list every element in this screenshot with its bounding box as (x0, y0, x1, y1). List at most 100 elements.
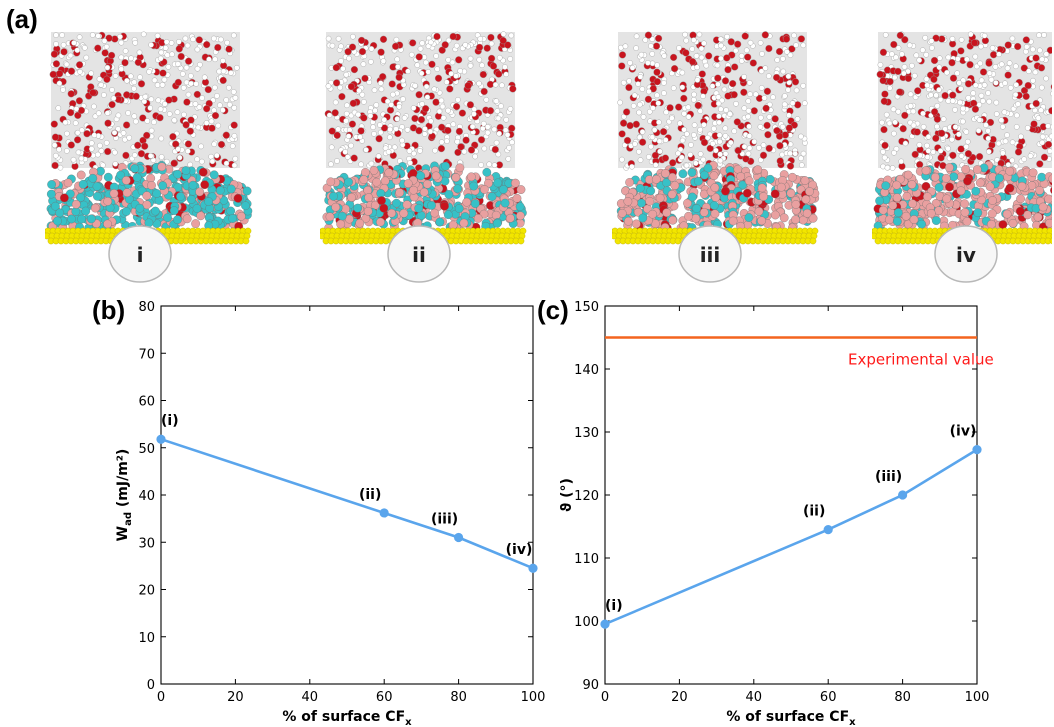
hydrogen-atom (185, 91, 192, 98)
oxygen-atom (666, 104, 674, 112)
oxygen-atom (618, 62, 626, 70)
hydrogen-atom (960, 77, 967, 84)
hydrogen-atom (495, 115, 502, 122)
hydrogen-atom (800, 83, 807, 89)
hydrogen-atom (741, 143, 748, 150)
hydrogen-atom (956, 131, 962, 138)
hydrogen-atom (881, 154, 888, 161)
hydrogen-atom (157, 106, 164, 112)
film-atom (779, 213, 789, 223)
hydrogen-atom (427, 128, 434, 135)
oxygen-atom (74, 111, 82, 120)
hydrogen-atom (992, 64, 999, 70)
film-atom (376, 217, 385, 227)
hydrogen-atom (1035, 115, 1042, 121)
hydrogen-atom (472, 153, 478, 160)
y-tick-label: 90 (582, 678, 599, 693)
hydrogen-atom (901, 70, 907, 77)
hydrogen-atom (715, 81, 721, 88)
film-atom (1050, 186, 1052, 194)
film-atom (1023, 210, 1032, 220)
hydrogen-atom (211, 141, 217, 147)
gold-atom (1050, 233, 1052, 239)
point-label: (i) (161, 413, 179, 429)
film-atom (78, 179, 88, 189)
oxygen-atom (347, 82, 356, 91)
y-tick-label: 10 (138, 631, 155, 646)
hydrogen-atom (1032, 69, 1039, 76)
oxygen-atom (193, 90, 201, 99)
x-tick-label: 100 (965, 690, 990, 705)
oxygen-atom (794, 101, 802, 109)
hydrogen-atom (373, 102, 380, 108)
film-atom (710, 183, 720, 192)
hydrogen-atom (993, 99, 1000, 106)
hydrogen-atom (382, 145, 389, 151)
hydrogen-atom (393, 36, 400, 43)
film-atom (902, 192, 912, 201)
oxygen-atom (105, 34, 113, 42)
hydrogen-atom (344, 102, 350, 109)
hydrogen-atom (230, 32, 237, 39)
hydrogen-atom (104, 64, 111, 71)
hydrogen-atom (716, 113, 722, 119)
hydrogen-atom (505, 156, 512, 162)
film-atom (493, 178, 503, 188)
hydrogen-atom (647, 108, 653, 115)
oxygen-atom (432, 98, 440, 106)
oxygen-atom (455, 127, 464, 135)
hydrogen-atom (64, 130, 70, 137)
film-atom (670, 181, 680, 190)
film-atom (116, 170, 125, 180)
film-atom (1037, 172, 1047, 182)
film-atom (998, 220, 1008, 229)
film-atom (92, 182, 102, 191)
hydrogen-atom (787, 52, 794, 59)
oxygen-atom (669, 53, 678, 62)
hydrogen-atom (1013, 124, 1020, 130)
hydrogen-atom (82, 45, 88, 51)
oxygen-atom (433, 32, 441, 41)
oxygen-atom (670, 64, 679, 73)
film-atom (482, 167, 492, 177)
oxygen-atom (1014, 42, 1022, 51)
film-atom (86, 214, 96, 224)
hydrogen-atom (1043, 75, 1049, 82)
film-atom (359, 175, 369, 184)
oxygen-atom (1032, 99, 1040, 108)
hydrogen-atom (438, 139, 445, 145)
oxygen-atom (1050, 84, 1052, 90)
film-atom (204, 197, 213, 206)
y-tick-label: 80 (138, 300, 155, 315)
hydrogen-atom (63, 61, 70, 68)
hydrogen-atom (391, 144, 398, 151)
hydrogen-atom (746, 133, 753, 139)
hydrogen-atom (880, 148, 886, 155)
hydrogen-atom (691, 97, 697, 103)
hydrogen-atom (120, 130, 127, 136)
film-atom (646, 186, 656, 196)
hydrogen-atom (97, 142, 103, 149)
oxygen-atom (415, 91, 423, 99)
hydrogen-atom (716, 119, 723, 126)
y-tick-label: 150 (574, 300, 599, 315)
oxygen-atom (338, 92, 346, 101)
hydrogen-atom (492, 81, 499, 88)
oxygen-atom (986, 118, 995, 127)
oxygen-atom (880, 97, 888, 105)
data-point (600, 619, 610, 629)
oxygen-atom (75, 97, 84, 105)
hydrogen-atom (617, 99, 623, 106)
film-atom (662, 208, 672, 218)
film-atom (786, 188, 796, 198)
x-tick-label: 0 (601, 690, 609, 705)
hydrogen-atom (381, 117, 388, 123)
hydrogen-atom (118, 66, 125, 72)
film-atom (759, 192, 768, 201)
hydrogen-atom (128, 55, 134, 62)
oxygen-atom (332, 63, 340, 72)
hydrogen-atom (636, 134, 643, 141)
oxygen-atom (899, 125, 907, 133)
point-label: (iv) (506, 542, 533, 558)
hydrogen-atom (440, 115, 447, 121)
